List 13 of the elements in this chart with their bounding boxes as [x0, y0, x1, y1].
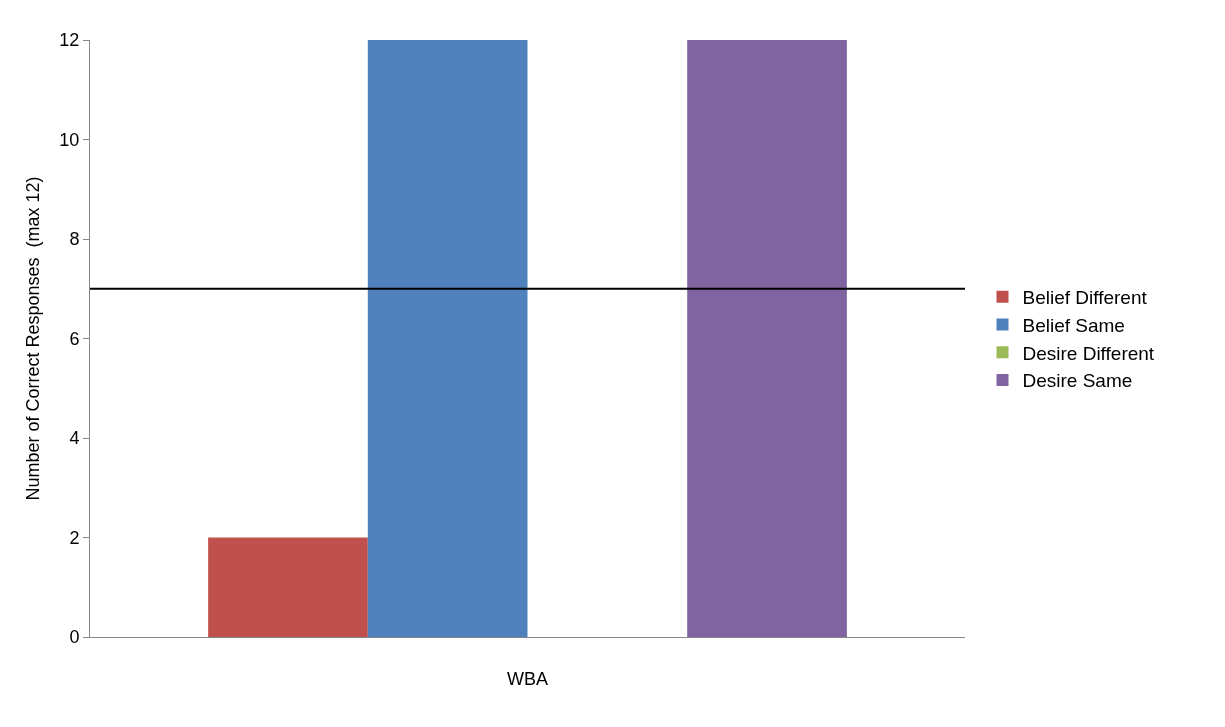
legend-label: Belief Different: [1022, 287, 1148, 309]
y-tick-label: 10: [59, 129, 80, 150]
y-tick-label: 8: [69, 229, 80, 250]
legend-label: Desire Same: [1022, 370, 1133, 392]
x-tick-label: WBA: [506, 668, 549, 689]
y-tick-label: 2: [69, 527, 80, 548]
y-tick-label: 6: [69, 328, 80, 349]
y-tick-label: 12: [59, 30, 80, 51]
y-tick-label: 4: [69, 428, 80, 449]
y-axis-title: Number of Correct Responses (max 12): [22, 176, 43, 501]
legend-label: Belief Same: [1022, 314, 1125, 336]
legend-label: Desire Different: [1022, 342, 1155, 364]
y-tick-label: 0: [69, 627, 80, 648]
